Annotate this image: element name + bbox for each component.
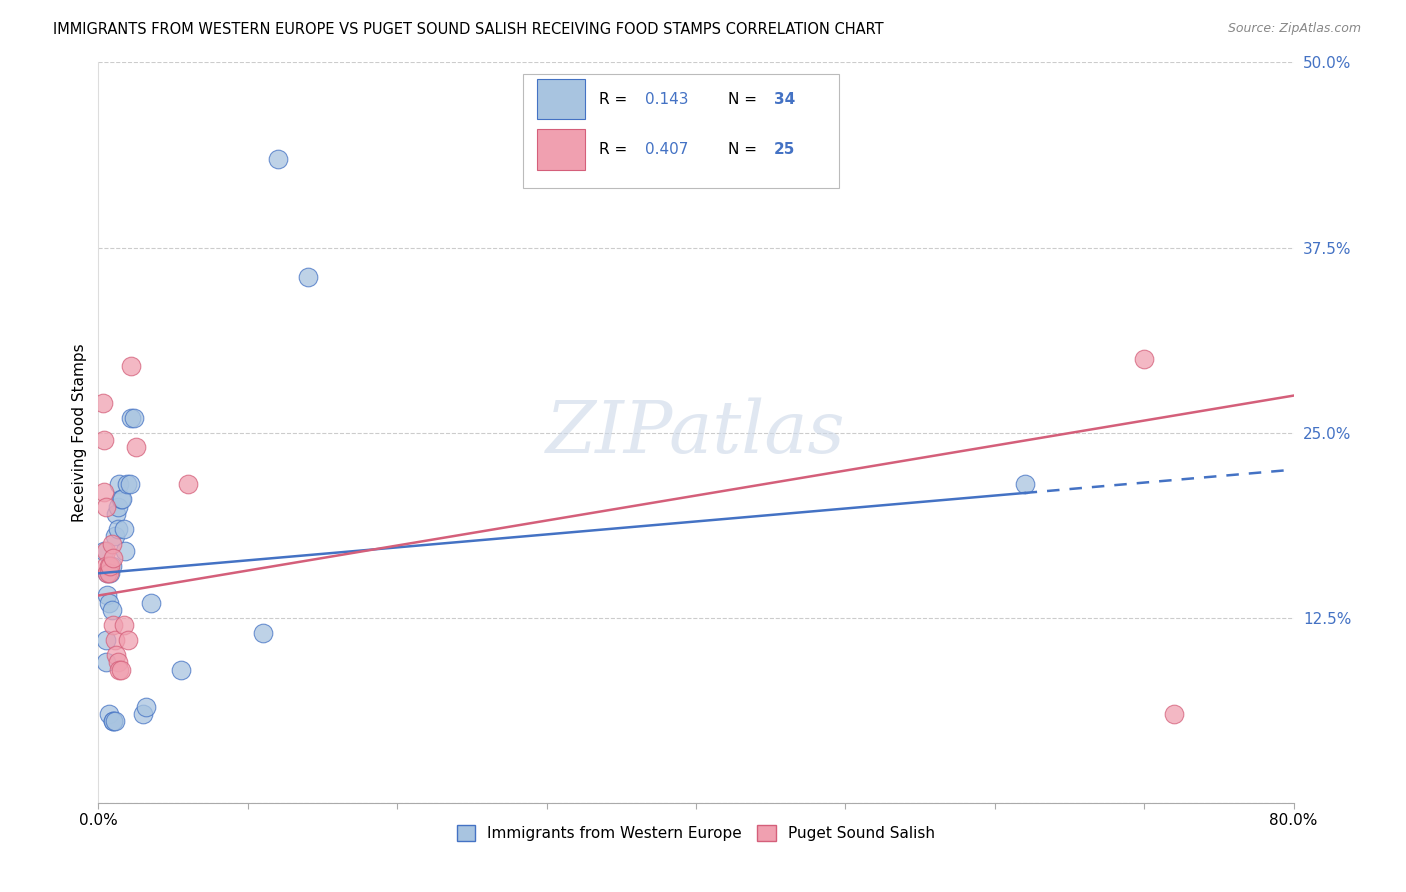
Point: [97, 596, 120, 610]
Point: [112, 618, 135, 632]
Point: [114, 544, 136, 558]
Y-axis label: Receiving Food Stamps: Receiving Food Stamps: [72, 343, 87, 522]
Bar: [537, 129, 585, 169]
Point: [97, 706, 120, 721]
Point: [93, 544, 115, 558]
Point: [103, 618, 125, 632]
Text: N =: N =: [728, 92, 762, 106]
Text: ZIPatlas: ZIPatlas: [546, 397, 846, 468]
Point: [94, 558, 117, 573]
Point: [94, 544, 117, 558]
Point: [103, 714, 125, 729]
Point: [94, 632, 117, 647]
Point: [107, 522, 129, 536]
Point: [97, 558, 120, 573]
Point: [120, 410, 142, 425]
Legend: Immigrants from Western Europe, Puget Sound Salish: Immigrants from Western Europe, Puget So…: [451, 819, 941, 847]
Text: Source: ZipAtlas.com: Source: ZipAtlas.com: [1227, 22, 1361, 36]
Point: [110, 492, 132, 507]
Point: [96, 566, 118, 581]
Point: [94, 500, 117, 514]
Text: R =: R =: [599, 92, 633, 106]
FancyBboxPatch shape: [523, 73, 839, 188]
Point: [101, 536, 124, 550]
Point: [139, 596, 162, 610]
Point: [104, 529, 127, 543]
Point: [101, 558, 124, 573]
Point: [104, 714, 127, 729]
Point: [135, 699, 157, 714]
Point: [120, 359, 142, 373]
Point: [252, 625, 274, 640]
Point: [112, 522, 135, 536]
Text: R =: R =: [599, 142, 633, 157]
Point: [1014, 477, 1036, 491]
Point: [96, 566, 118, 581]
Text: IMMIGRANTS FROM WESTERN EUROPE VS PUGET SOUND SALISH RECEIVING FOOD STAMPS CORRE: IMMIGRANTS FROM WESTERN EUROPE VS PUGET …: [53, 22, 884, 37]
Point: [111, 492, 134, 507]
Point: [107, 500, 129, 514]
Point: [97, 566, 120, 581]
Text: 34: 34: [773, 92, 794, 106]
Point: [115, 477, 138, 491]
Point: [104, 632, 127, 647]
Point: [177, 477, 200, 491]
Point: [117, 632, 139, 647]
Point: [91, 396, 114, 410]
Text: N =: N =: [728, 142, 762, 157]
Point: [125, 441, 148, 455]
Point: [93, 484, 115, 499]
Point: [105, 648, 128, 662]
Point: [118, 477, 141, 491]
Point: [169, 663, 191, 677]
Point: [267, 152, 290, 166]
Point: [96, 589, 118, 603]
Point: [107, 655, 129, 669]
Point: [98, 566, 122, 581]
Point: [103, 714, 125, 729]
Point: [103, 551, 125, 566]
Bar: [537, 78, 585, 120]
Point: [132, 706, 155, 721]
Text: 25: 25: [773, 142, 794, 157]
Point: [297, 270, 319, 285]
Point: [101, 603, 124, 617]
Point: [108, 477, 131, 491]
Point: [94, 655, 117, 669]
Point: [98, 558, 122, 573]
Point: [1133, 351, 1156, 366]
Point: [1163, 706, 1185, 721]
Point: [105, 507, 128, 521]
Text: 0.143: 0.143: [644, 92, 688, 106]
Text: 0.407: 0.407: [644, 142, 688, 157]
Point: [124, 410, 146, 425]
Point: [110, 663, 132, 677]
Point: [108, 663, 131, 677]
Point: [93, 433, 115, 447]
